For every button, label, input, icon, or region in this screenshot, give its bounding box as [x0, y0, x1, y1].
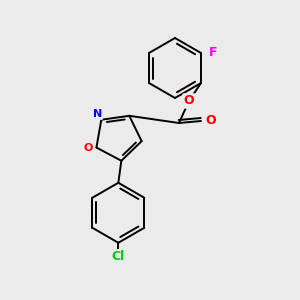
- Text: F: F: [209, 46, 217, 59]
- Text: O: O: [206, 115, 216, 128]
- Text: N: N: [93, 109, 102, 119]
- Text: O: O: [84, 142, 93, 152]
- Text: O: O: [184, 94, 194, 107]
- Text: Cl: Cl: [112, 250, 125, 263]
